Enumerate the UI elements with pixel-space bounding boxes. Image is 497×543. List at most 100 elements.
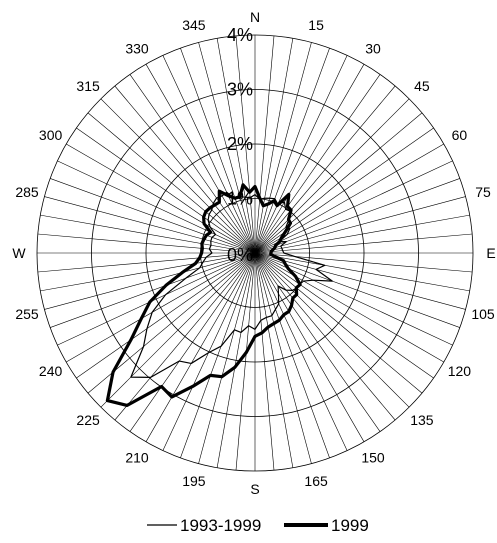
- direction-label: 60: [452, 127, 468, 143]
- grid-spoke: [66, 252, 256, 363]
- direction-labels: N 15 30 45 60 75 E 105 120 135 150 165 S 195 210 225 240…: [12, 9, 495, 497]
- grid-spoke: [254, 42, 312, 254]
- grid-spoke: [254, 252, 365, 442]
- direction-label: 195: [182, 473, 206, 489]
- grid-spoke: [100, 98, 256, 254]
- grid-spoke: [254, 252, 348, 451]
- grid-spoke: [254, 112, 423, 254]
- grid-spoke: [254, 252, 275, 471]
- grid-spoke: [50, 252, 256, 328]
- legend: 1993-1999 1999: [147, 516, 369, 535]
- grid-spoke: [57, 160, 256, 254]
- direction-label: 255: [15, 306, 39, 322]
- direction-label: 285: [15, 184, 39, 200]
- direction-label: W: [12, 245, 26, 261]
- direction-label: 330: [125, 41, 149, 57]
- grid-spoke: [37, 233, 256, 254]
- grid-spoke: [254, 48, 330, 254]
- grid-spoke: [254, 252, 410, 408]
- direction-label: 30: [365, 41, 381, 57]
- grid-spoke: [235, 252, 256, 471]
- grid-spoke: [254, 252, 330, 458]
- direction-label: N: [250, 9, 260, 25]
- grid-spoke: [235, 35, 256, 254]
- grid-spoke: [254, 252, 466, 310]
- grid-spoke: [37, 252, 256, 273]
- grid-spoke: [254, 38, 294, 254]
- direction-label: 75: [475, 184, 491, 200]
- ring-label: 4%: [227, 25, 253, 45]
- grid-spoke: [254, 252, 396, 421]
- grid-spoke: [180, 252, 256, 458]
- ring-label: 2%: [227, 134, 253, 154]
- grid-spoke: [254, 214, 470, 254]
- grid-spoke: [57, 252, 256, 346]
- legend-label-1993-1999: 1993-1999: [180, 516, 261, 535]
- grid-spoke: [44, 252, 256, 310]
- direction-label: 225: [76, 412, 100, 428]
- grid-spoke: [254, 252, 460, 328]
- grid-spoke: [76, 252, 256, 379]
- grid-spoke: [198, 42, 256, 254]
- grid-spoke: [180, 48, 256, 254]
- grid-spoke: [254, 196, 466, 254]
- direction-label: 345: [182, 17, 206, 33]
- grid-spoke: [254, 74, 381, 254]
- grid-spoke: [254, 233, 473, 254]
- direction-label: 315: [76, 78, 100, 94]
- grid-spoke: [87, 112, 256, 254]
- grid-spoke: [162, 252, 256, 451]
- direction-label: 15: [308, 17, 324, 33]
- series-1999: [105, 183, 302, 407]
- series-1993-1999: [130, 191, 333, 379]
- grid-spoke: [254, 252, 470, 292]
- grid-spoke: [50, 178, 256, 254]
- grid-spoke: [216, 38, 256, 254]
- grid-spoke: [254, 178, 460, 254]
- grid-spoke: [254, 252, 434, 379]
- grid-spoke: [100, 252, 256, 408]
- direction-label: 165: [304, 473, 328, 489]
- grid-spoke: [162, 55, 256, 254]
- grid-spoke: [114, 85, 256, 254]
- grid-spoke: [254, 252, 312, 464]
- direction-label: 135: [410, 412, 434, 428]
- polar-grid: [36, 34, 474, 472]
- grid-spoke: [129, 252, 256, 432]
- series-layer: [105, 183, 333, 407]
- grid-spoke: [254, 160, 453, 254]
- grid-spoke: [254, 252, 444, 363]
- grid-spoke: [254, 98, 410, 254]
- grid-spoke: [254, 35, 275, 254]
- grid-spoke: [216, 252, 256, 468]
- grid-spoke: [40, 252, 256, 292]
- direction-label: 240: [39, 363, 63, 379]
- grid-spoke: [198, 252, 256, 464]
- direction-label: 150: [361, 449, 385, 465]
- grid-spoke: [76, 127, 256, 254]
- grid-spoke: [254, 85, 396, 254]
- grid-spoke: [129, 74, 256, 254]
- grid-spoke: [254, 252, 294, 468]
- grid-spoke: [145, 64, 256, 254]
- grid-spoke: [66, 143, 256, 254]
- direction-label: 210: [125, 449, 149, 465]
- grid-spoke: [114, 252, 256, 421]
- ring-label: 1%: [227, 189, 253, 209]
- grid-spoke: [254, 64, 365, 254]
- direction-label: 300: [39, 127, 63, 143]
- ring-labels: 0% 1% 2% 3% 4%: [227, 25, 253, 265]
- direction-label: 120: [448, 363, 472, 379]
- grid-spoke: [254, 252, 423, 394]
- direction-label: 105: [471, 306, 495, 322]
- grid-spoke: [40, 214, 256, 254]
- direction-label: S: [250, 481, 259, 497]
- direction-label: E: [486, 245, 495, 261]
- grid-spoke: [145, 252, 256, 442]
- grid-spoke: [44, 196, 256, 254]
- legend-label-1999: 1999: [331, 516, 369, 535]
- grid-spoke: [254, 252, 473, 273]
- grid-spoke: [254, 55, 348, 254]
- grid-spoke: [254, 252, 381, 432]
